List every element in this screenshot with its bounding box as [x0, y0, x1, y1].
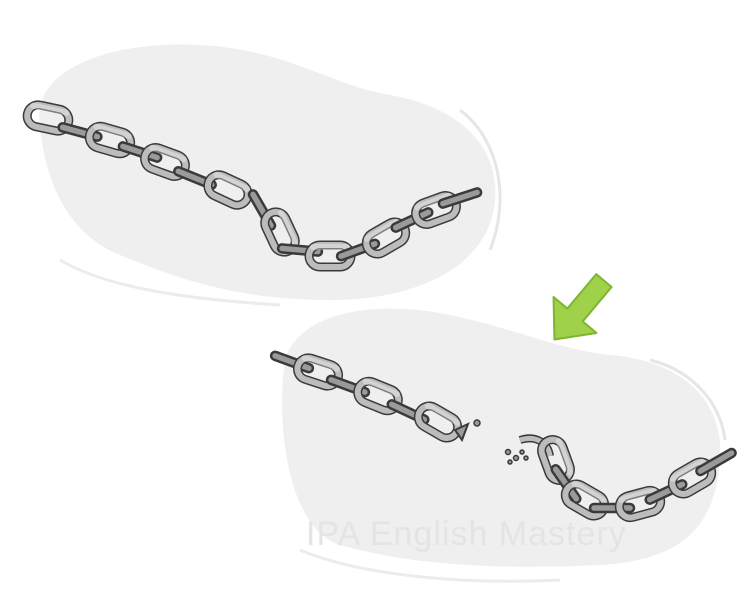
- top-blob: [39, 44, 496, 300]
- watermark-text: IPA English Mastery: [306, 515, 627, 553]
- chain-fragments: [473, 419, 529, 465]
- broken-chain-right: [518, 436, 739, 520]
- arrow-icon: [552, 273, 613, 341]
- broken-chain-left: [268, 349, 470, 442]
- bottom-blob: [282, 308, 721, 567]
